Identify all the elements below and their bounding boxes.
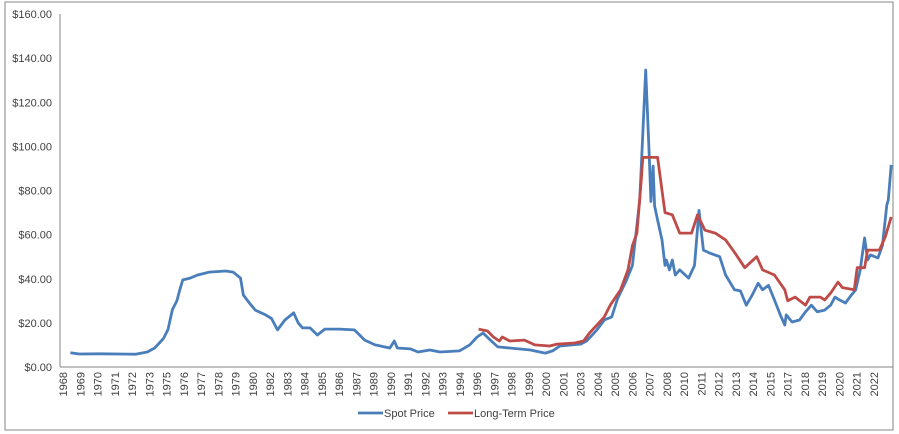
x-tick-label: 1985 [317, 372, 329, 396]
series-lines [70, 68, 893, 356]
x-tick-label: 2007 [645, 372, 657, 396]
y-tick-label: $40.00 [18, 274, 52, 286]
y-tick-label: $100.00 [12, 141, 52, 153]
x-tick-label: 1983 [282, 372, 294, 396]
y-tick-label: $160.00 [12, 9, 52, 21]
x-tick-label: 1969 [75, 372, 87, 396]
x-tick-label: 1987 [351, 372, 363, 396]
y-tick-label: $60.00 [18, 230, 52, 242]
x-tick-label: 1999 [524, 372, 536, 396]
x-tick-label: 1982 [265, 372, 277, 396]
x-tick-label: 2012 [714, 372, 726, 396]
x-tick-label: 1986 [334, 372, 346, 396]
x-tick-label: 1973 [144, 372, 156, 396]
y-tick-label: $0.00 [24, 362, 52, 374]
x-tick-label: 1980 [248, 372, 260, 396]
x-tick-label: 1996 [472, 372, 484, 396]
legend: Spot Price Long-Term Price [358, 408, 555, 420]
x-tick-label: 1979 [231, 372, 243, 396]
y-tick-label: $120.00 [12, 97, 52, 109]
x-tick-label: 2013 [731, 372, 743, 396]
x-tick-label: 2005 [610, 372, 622, 396]
x-tick-label: 1984 [300, 372, 312, 396]
x-axis: 1968 1969 1970 1971 1972 1973 1975 1976 1977 1978… [58, 366, 893, 396]
x-tick-label: 2001 [558, 372, 570, 396]
x-tick-label: 2010 [679, 372, 691, 396]
x-tick-label: 2006 [627, 372, 639, 396]
x-tick-label: 1994 [455, 372, 467, 396]
y-tick-label: $80.00 [18, 186, 52, 198]
x-tick-label: 1990 [386, 372, 398, 396]
x-tick-label: 2020 [834, 372, 846, 396]
x-tick-label: 1976 [179, 372, 191, 396]
x-tick-label: 1992 [420, 372, 432, 396]
x-tick-label: 1989 [369, 372, 381, 396]
legend-label: Spot Price [384, 408, 435, 420]
x-tick-label: 2015 [765, 372, 777, 396]
x-tick-label: 2017 [783, 372, 795, 396]
x-tick-label: 2003 [576, 372, 588, 396]
legend-label: Long-Term Price [474, 408, 555, 420]
x-tick-label: 1993 [438, 372, 450, 396]
x-tick-label: 1975 [162, 372, 174, 396]
x-tick-label: 2008 [662, 372, 674, 396]
x-tick-label: 2018 [800, 372, 812, 396]
x-tick-label: 1977 [196, 372, 208, 396]
x-tick-label: 1970 [93, 372, 105, 396]
y-tick-label: $20.00 [18, 318, 52, 330]
x-tick-label: 1978 [213, 372, 225, 396]
x-tick-label: 2014 [748, 372, 760, 396]
x-tick-label: 1968 [58, 372, 70, 396]
series-line-spot-price [70, 68, 893, 356]
x-tick-label: 1971 [110, 372, 122, 396]
x-tick-label: 1991 [403, 372, 415, 396]
x-tick-label: 1997 [489, 372, 501, 396]
y-axis: $0.00 $20.00 $40.00 $60.00 $80.00 $100.00 $120… [12, 9, 61, 374]
x-tick-label: 2019 [817, 372, 829, 396]
x-tick-label: 2004 [593, 372, 605, 396]
series-line-long-term-price [478, 156, 893, 348]
x-tick-label: 2000 [541, 372, 553, 396]
x-tick-label: 1972 [127, 372, 139, 396]
y-tick-label: $140.00 [12, 53, 52, 65]
x-tick-label: 2011 [696, 372, 708, 396]
x-tick-label: 2021 [852, 372, 864, 396]
x-tick-label: 1998 [507, 372, 519, 396]
chart-border [4, 1, 894, 431]
x-tick-label: 2022 [869, 372, 881, 396]
